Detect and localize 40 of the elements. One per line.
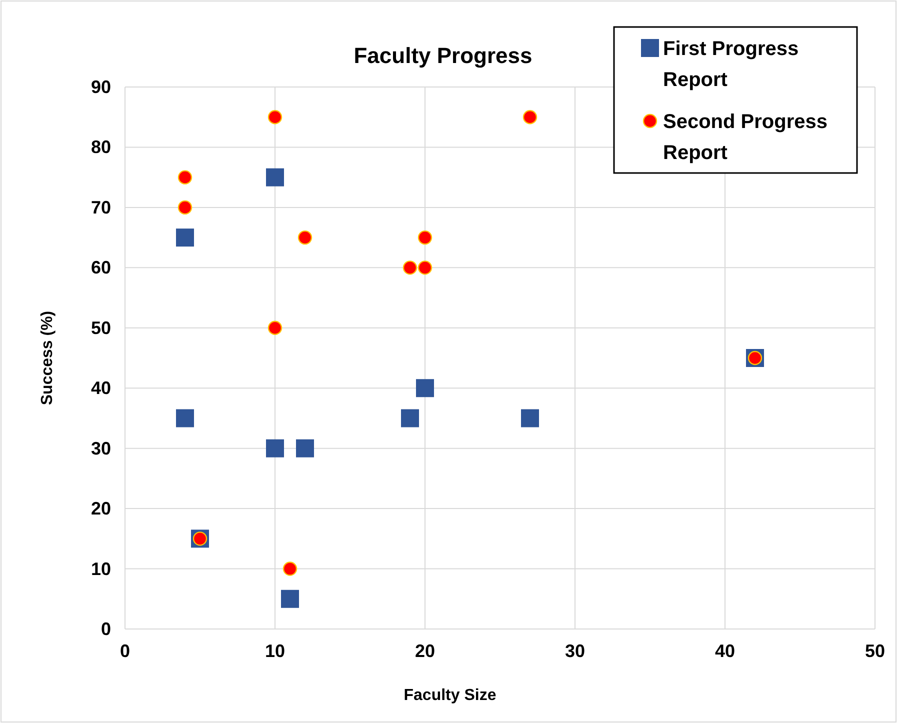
point	[418, 260, 432, 275]
x-axis-title: Faculty Size	[404, 687, 496, 704]
point	[268, 320, 282, 335]
x-tick-label: 20	[414, 641, 436, 661]
point	[266, 168, 284, 186]
x-tick-label: 30	[564, 641, 586, 661]
y-tick-label: 0	[100, 619, 111, 639]
point	[282, 562, 298, 576]
point	[418, 230, 432, 245]
point	[401, 409, 419, 428]
y-tick-label: 70	[90, 197, 111, 218]
y-tick-label: 10	[90, 558, 111, 579]
y-tick-label: 90	[90, 77, 111, 97]
point	[296, 439, 314, 458]
point	[298, 230, 312, 245]
y-axis-title: Success (%)	[39, 310, 56, 406]
x-tick-label: 50	[864, 641, 886, 661]
point	[176, 409, 194, 428]
point	[268, 110, 282, 124]
point	[522, 110, 538, 124]
y-tick-label: 30	[90, 438, 111, 458]
y-tick-label: 40	[90, 378, 111, 398]
y-tick-label: 20	[90, 498, 111, 519]
y-tick-label: 80	[90, 137, 111, 158]
point	[281, 590, 299, 608]
x-tick-label: 10	[264, 641, 286, 661]
point	[521, 409, 539, 428]
x-tick-label: 40	[714, 641, 736, 661]
point	[402, 260, 418, 275]
legend-label: Second Progress Report	[663, 111, 828, 164]
point	[266, 439, 284, 458]
chart-title: Faculty Progress	[354, 43, 532, 68]
y-tick-label: 50	[90, 318, 111, 338]
point	[416, 379, 434, 398]
x-tick-label: 0	[120, 641, 130, 661]
point	[178, 200, 192, 215]
legend-label: First Progress Report	[663, 38, 799, 91]
point	[178, 170, 192, 184]
y-tick-label: 60	[90, 258, 111, 278]
point	[176, 228, 194, 247]
